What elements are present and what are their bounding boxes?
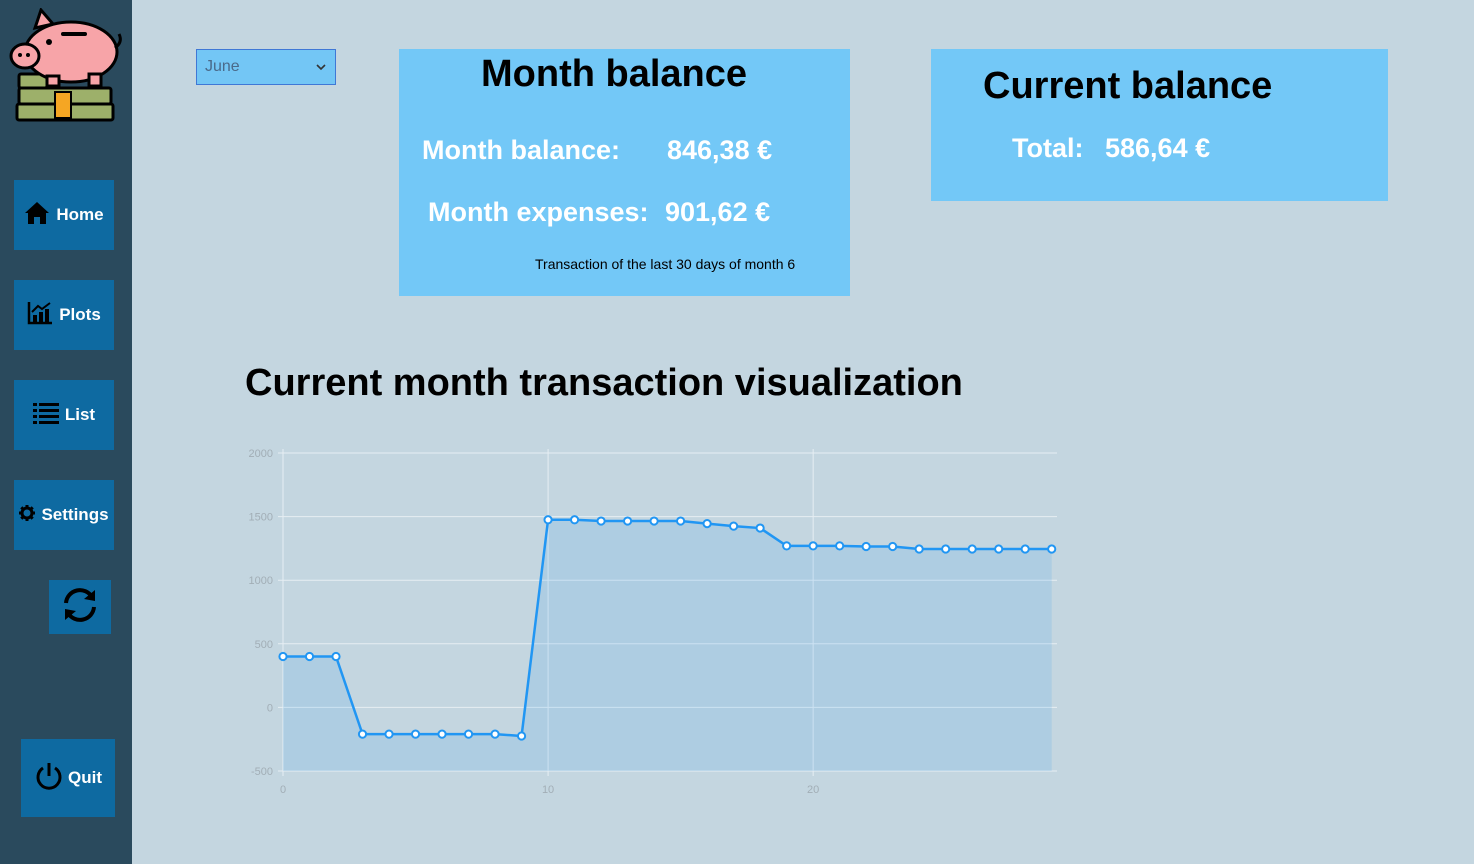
- data-point: [622, 516, 633, 526]
- month-card-title: Month balance: [481, 53, 748, 95]
- x-tick-label: 0: [280, 784, 286, 796]
- data-point: [596, 516, 606, 526]
- data-point: [861, 541, 871, 552]
- refresh-icon: [60, 586, 100, 629]
- sidebar-item-plots[interactable]: Plots: [14, 280, 114, 350]
- list-icon: [32, 402, 59, 429]
- quit-label: Quit: [68, 768, 102, 787]
- current-balance-card: Current balance Total: 586,64 €: [931, 49, 1388, 201]
- month-expenses-value: 901,62 €: [665, 197, 771, 227]
- y-tick-label: 500: [255, 639, 273, 651]
- sidebar-item-label: Settings: [41, 505, 109, 524]
- month-select[interactable]: June: [196, 49, 336, 85]
- data-point: [437, 729, 447, 739]
- sidebar-item-label: Home: [56, 205, 104, 224]
- data-point: [331, 651, 341, 662]
- data-point: [888, 541, 898, 552]
- data-point: [410, 729, 421, 739]
- sidebar: Home Plots List: [0, 0, 132, 864]
- data-point: [729, 521, 739, 531]
- piggy-bank-logo: [5, 7, 127, 124]
- x-tick-label: 20: [807, 784, 819, 796]
- total-value: 586,64 €: [1105, 133, 1211, 163]
- data-point: [278, 651, 288, 662]
- gear-icon: [19, 504, 36, 526]
- y-tick-label: -500: [251, 766, 273, 778]
- quit-button[interactable]: Quit: [21, 739, 115, 817]
- sidebar-item-list[interactable]: List: [14, 380, 114, 450]
- x-tick-label: 10: [542, 784, 554, 796]
- month-balance-card: Month balance Month balance: 846,38 € Mo…: [399, 49, 850, 296]
- home-icon: [24, 201, 50, 230]
- data-point: [569, 515, 580, 525]
- data-point: [782, 541, 792, 551]
- month-balance-label: Month balance:: [422, 135, 621, 165]
- data-point: [463, 729, 474, 739]
- data-point: [755, 523, 765, 533]
- sidebar-item-label: List: [64, 405, 96, 424]
- data-point: [1020, 544, 1030, 554]
- data-point: [649, 516, 659, 526]
- data-point: [914, 544, 924, 554]
- refresh-button[interactable]: [49, 580, 111, 634]
- data-point: [808, 541, 818, 551]
- data-point: [1047, 544, 1057, 554]
- data-point: [702, 518, 712, 529]
- data-point: [357, 729, 368, 739]
- y-tick-label: 1500: [249, 512, 273, 524]
- current-card-title: Current balance: [983, 65, 1273, 107]
- data-point: [676, 516, 686, 526]
- section-title: Current month transaction visualization: [245, 362, 963, 404]
- data-point: [835, 541, 845, 551]
- sidebar-item-label: Plots: [59, 305, 101, 324]
- sidebar-item-settings[interactable]: Settings: [14, 480, 114, 550]
- month-card-note: Transaction of the last 30 days of month…: [535, 256, 796, 272]
- data-point: [516, 731, 527, 741]
- sidebar-item-home[interactable]: Home: [14, 180, 114, 250]
- chevron-down-icon: [316, 58, 326, 76]
- power-icon: [34, 761, 64, 796]
- chart-icon: [27, 301, 53, 330]
- data-point: [941, 544, 951, 554]
- month-select-value: June: [205, 58, 240, 75]
- data-point: [304, 651, 315, 662]
- month-expenses-label: Month expenses:: [428, 197, 649, 227]
- data-point: [490, 729, 500, 739]
- month-balance-value: 846,38 €: [667, 135, 773, 165]
- series-area: [283, 519, 1052, 771]
- y-tick-label: 0: [267, 702, 273, 714]
- data-point: [967, 544, 977, 554]
- y-tick-label: 2000: [249, 448, 273, 460]
- data-point: [384, 729, 394, 739]
- total-label: Total:: [1012, 133, 1084, 163]
- data-point: [994, 544, 1004, 554]
- y-tick-label: 1000: [249, 575, 273, 587]
- data-point: [543, 515, 553, 525]
